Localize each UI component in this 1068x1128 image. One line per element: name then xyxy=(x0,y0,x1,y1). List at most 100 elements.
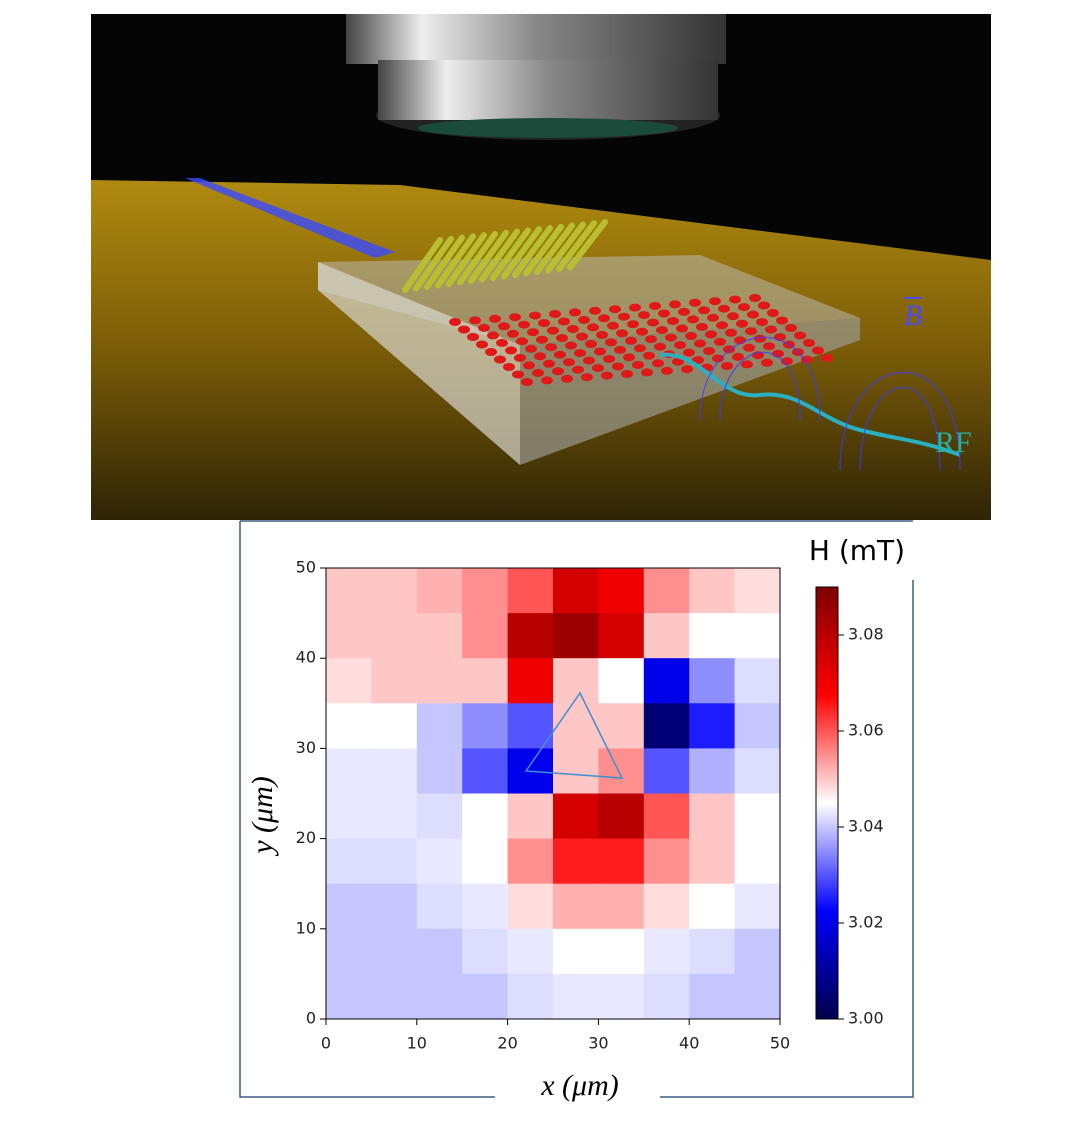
heatmap-cell xyxy=(734,658,781,704)
particle xyxy=(676,324,688,333)
particle xyxy=(621,370,633,378)
heatmap-cell xyxy=(553,793,599,840)
waveguide xyxy=(185,178,395,258)
particle xyxy=(609,305,621,314)
particle xyxy=(592,364,604,373)
particle xyxy=(607,321,619,330)
particle xyxy=(476,340,488,349)
particle xyxy=(629,303,641,312)
particle xyxy=(489,314,501,323)
particle xyxy=(623,353,635,362)
heatmap-cell xyxy=(462,748,509,794)
particle xyxy=(576,332,588,341)
particle xyxy=(589,306,601,315)
heatmap-cell xyxy=(553,568,599,614)
particle xyxy=(612,362,624,371)
particle xyxy=(581,373,593,382)
heatmap-cell xyxy=(553,973,599,1020)
heatmap-cell xyxy=(326,838,372,885)
particle xyxy=(696,322,708,331)
heatmap-cell xyxy=(507,613,554,659)
y-tick-label: 20 xyxy=(296,828,316,847)
particle xyxy=(618,312,630,321)
particle xyxy=(761,358,773,367)
particle xyxy=(616,329,628,338)
rod xyxy=(457,231,498,286)
heatmap-cell xyxy=(689,973,736,1020)
particle xyxy=(758,301,770,310)
particle xyxy=(598,314,610,323)
heatmap-cell xyxy=(643,703,690,749)
particle xyxy=(727,312,739,321)
particle xyxy=(703,347,715,355)
objective-body xyxy=(378,60,718,120)
heatmap-cell xyxy=(598,613,645,659)
heatmap-cell xyxy=(598,973,645,1020)
particle xyxy=(507,329,519,338)
heatmap-cell xyxy=(326,928,372,975)
x-tick-label: 40 xyxy=(679,1034,699,1053)
heatmap-cell xyxy=(689,928,736,975)
heatmap-cell xyxy=(326,793,372,840)
heatmap-cell xyxy=(326,703,372,749)
particle xyxy=(518,320,530,329)
glass-slab-side xyxy=(318,262,520,465)
heatmap-cell xyxy=(598,793,645,840)
particle xyxy=(672,357,684,366)
particle xyxy=(505,346,517,355)
particle xyxy=(585,340,597,348)
heatmap-cell xyxy=(553,703,599,749)
particle xyxy=(549,310,561,318)
heatmap-cell xyxy=(371,658,418,704)
heatmap-cell xyxy=(643,883,690,930)
heatmap-cell xyxy=(416,658,463,704)
particle xyxy=(776,316,788,325)
heatmap-cell xyxy=(371,748,418,794)
particle xyxy=(543,359,555,368)
particle xyxy=(578,315,590,324)
heatmap-cell xyxy=(371,883,418,930)
heatmap-cell xyxy=(689,883,736,930)
rod xyxy=(479,228,520,283)
particle xyxy=(516,337,528,346)
particle xyxy=(661,366,673,375)
particle xyxy=(732,352,744,361)
particle xyxy=(514,353,526,362)
particle xyxy=(694,339,706,348)
y-tick-label: 30 xyxy=(296,738,316,757)
heatmap-cell xyxy=(416,748,463,794)
particle xyxy=(525,344,537,353)
colorbar-tick-label: 3.04 xyxy=(848,817,884,836)
rf-wave xyxy=(659,352,961,457)
particle xyxy=(794,331,806,340)
particle xyxy=(705,330,717,339)
particle xyxy=(687,315,699,324)
objective-lens xyxy=(418,118,678,138)
particle xyxy=(669,300,681,309)
particle xyxy=(534,352,546,361)
rod xyxy=(446,232,487,287)
heatmap-cell xyxy=(643,838,690,885)
heatmap-cell xyxy=(416,613,463,659)
heatmap-cell xyxy=(462,838,509,885)
particle xyxy=(496,338,508,347)
heatmap-cell xyxy=(371,613,418,659)
heatmap-cell xyxy=(553,838,599,885)
particle xyxy=(756,318,768,327)
heatmap-cell xyxy=(507,883,554,930)
particle xyxy=(821,354,833,362)
particle xyxy=(709,297,721,306)
plot-border xyxy=(325,567,781,1020)
particle xyxy=(707,313,719,322)
heatmap-cell xyxy=(689,568,736,614)
particle xyxy=(765,325,777,334)
particle xyxy=(763,342,775,351)
particle xyxy=(667,317,679,325)
particle xyxy=(698,306,710,315)
particle xyxy=(745,327,757,336)
heatmap-cell xyxy=(734,928,781,975)
heatmap-cell xyxy=(553,928,599,975)
particle xyxy=(565,341,577,350)
heatmap-cell xyxy=(643,793,690,840)
heatmap-cell xyxy=(507,973,554,1020)
